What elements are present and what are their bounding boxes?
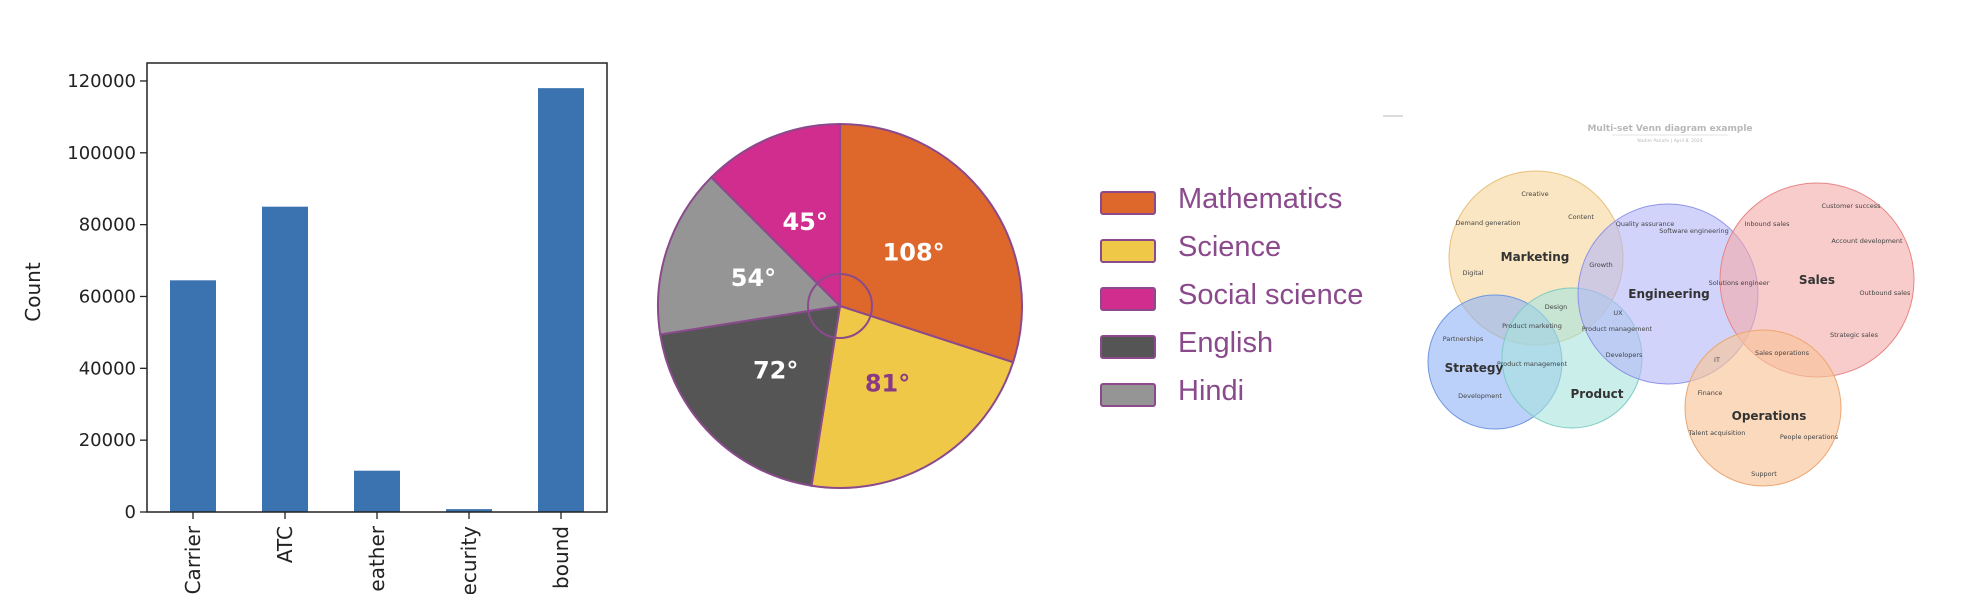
y-tick-label: 20000	[79, 430, 136, 451]
venn-item: Creative	[1521, 190, 1548, 198]
pie-chart-panel: 108° 81° 72° 54° 45° Mathematics Science Socia…	[640, 0, 1380, 594]
venn-item: Finance	[1698, 389, 1723, 397]
pie-slice-label: 72°	[753, 356, 798, 384]
venn-item: Customer success	[1821, 202, 1881, 210]
bar	[538, 88, 584, 513]
legend-label: Science	[1178, 231, 1282, 263]
venn-item: Design	[1545, 303, 1567, 311]
legend-label: Hindi	[1178, 375, 1245, 407]
venn-item: Talent acquisition	[1688, 429, 1746, 437]
bar-chart-panel: 0 20000 40000 60000 80000 100000 120000 Carrie…	[0, 0, 640, 594]
pie-slice	[810, 304, 1015, 489]
center-angle-mark	[807, 273, 873, 339]
venn-item: Product management	[1582, 325, 1653, 333]
legend-label: Social science	[1178, 279, 1364, 311]
set-label-product: Product	[1571, 387, 1624, 401]
venn-item: Content	[1568, 213, 1594, 221]
venn-subtitle: Nadim Panichi | April 8, 2024	[1637, 138, 1702, 144]
venn-item: Strategic sales	[1830, 331, 1879, 339]
venn-item: Solutions engineer	[1709, 279, 1770, 287]
bar	[262, 206, 308, 512]
y-tick-label: 80000	[79, 215, 136, 236]
venn-item: Sales operations	[1755, 349, 1810, 357]
set-label-engineering: Engineering	[1628, 287, 1709, 301]
set-operations-circle	[1684, 329, 1842, 487]
venn-item: Growth	[1589, 261, 1613, 269]
venn-item: Outbound sales	[1860, 289, 1911, 297]
pie-slice-label: 81°	[865, 370, 910, 398]
venn-item: IT	[1714, 356, 1720, 364]
bars	[170, 88, 584, 513]
venn-item: Developers	[1606, 351, 1643, 359]
legend-swatch	[1100, 335, 1156, 359]
legend-label: English	[1178, 327, 1274, 359]
pie-slice	[709, 122, 841, 309]
bar	[446, 509, 492, 512]
venn-item: Quality assurance	[1616, 220, 1675, 228]
x-tick-label: ecurity	[457, 526, 481, 594]
y-axis-ticks: 0 20000 40000 60000 80000 100000 120000	[67, 71, 147, 523]
y-tick-label: 40000	[79, 358, 136, 379]
pie-slice-label: 108°	[883, 239, 945, 267]
set-label-sales: Sales	[1799, 273, 1835, 287]
set-label-strategy: Strategy	[1445, 361, 1504, 375]
venn-item: Development	[1458, 392, 1502, 400]
pie-slice-label: 45°	[782, 208, 827, 236]
venn-item: Partnerships	[1443, 335, 1484, 343]
y-tick-label: 60000	[79, 286, 136, 307]
bar	[354, 470, 400, 512]
venn-item: Digital	[1462, 269, 1483, 277]
x-tick-label: ATC	[273, 526, 297, 563]
plot-frame	[146, 62, 608, 513]
venn-item: Support	[1751, 470, 1777, 478]
venn-item: UX	[1613, 309, 1623, 317]
legend-label: Mathematics	[1178, 183, 1343, 215]
venn-item: Product marketing	[1502, 322, 1562, 330]
venn-item: People operations	[1780, 433, 1839, 441]
venn-item: Inbound sales	[1744, 220, 1790, 228]
legend-swatch	[1100, 191, 1156, 215]
pie-slice	[659, 304, 842, 487]
venn-diagram-panel: Multi-set Venn diagram example Nadim Pan…	[1380, 0, 1968, 594]
venn-item: Account development	[1831, 237, 1903, 245]
pie-slice-labels: 108° 81° 72° 54°45°	[731, 208, 945, 398]
y-axis-label: Count	[21, 262, 45, 322]
venn-item: Software engineering	[1659, 227, 1729, 235]
pie-slices	[657, 122, 1023, 489]
venn-diagram: Multi-set Venn diagram example Nadim Pan…	[1383, 115, 1915, 487]
bar-chart: 0 20000 40000 60000 80000 100000 120000 Carrie…	[21, 62, 608, 594]
pie-slice	[839, 122, 1023, 364]
venn-item: Product management	[1497, 360, 1568, 368]
x-axis-labels: Carrier ATC eather ecurity bound	[181, 512, 573, 594]
set-label-marketing: Marketing	[1501, 250, 1570, 264]
y-tick-label: 120000	[67, 71, 136, 92]
legend-swatch	[1100, 239, 1156, 263]
pie-slice-label: 54°	[731, 264, 776, 292]
x-tick-label: Carrier	[181, 525, 205, 594]
legend-swatch	[1100, 287, 1156, 311]
x-tick-label: eather	[365, 525, 389, 591]
set-label-operations: Operations	[1732, 409, 1807, 423]
bar	[170, 280, 216, 512]
pie-slice	[657, 175, 843, 336]
y-tick-label: 0	[125, 502, 136, 523]
legend-swatch	[1100, 383, 1156, 407]
venn-item: Demand generation	[1456, 219, 1521, 227]
venn-title: Multi-set Venn diagram example	[1587, 124, 1752, 134]
y-tick-label: 100000	[67, 143, 136, 164]
pie-chart: 108° 81° 72° 54°45°	[657, 122, 1023, 489]
x-tick-label: bound	[549, 526, 573, 589]
